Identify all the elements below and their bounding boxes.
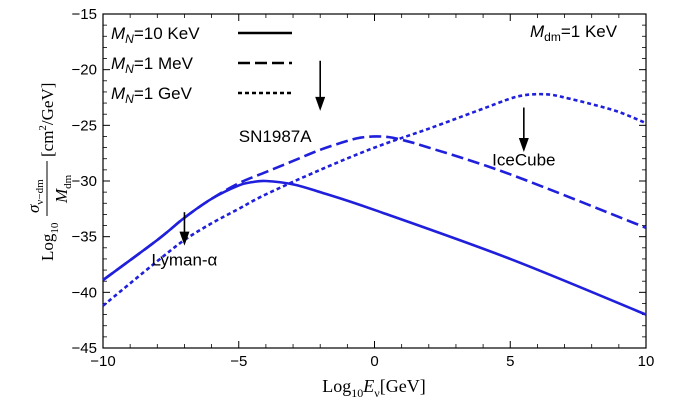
axis-ticks: −10 −5 0 5 10 −45 −40 −35 −30 −25 −20 −15 (72, 6, 655, 370)
annotation-label: SN1987A (239, 127, 312, 146)
x-axis-label: Log10Eν[GeV] (322, 376, 425, 400)
y-axis-label: Log10 σν−dm Mdm [cm2/GeV] (24, 83, 74, 261)
y-tick-label: −45 (72, 340, 97, 357)
svg-text:σν−dm: σν−dm (24, 179, 46, 213)
svg-text:[cm2/GeV]: [cm2/GeV] (37, 83, 57, 157)
series-line-dotted (102, 92, 647, 307)
corner-label: Mdm=1 KeV (530, 22, 618, 44)
x-tick-label: −5 (230, 353, 247, 370)
series-group (102, 92, 647, 316)
x-tick-label: −10 (90, 353, 115, 370)
legend: MN=10 KeV MN=1 MeV MN=1 GeV (111, 24, 292, 106)
legend-label: MN=10 KeV (111, 24, 200, 46)
y-tick-label: −40 (72, 284, 97, 301)
x-tick-label: 10 (638, 353, 655, 370)
y-tick-label: −35 (72, 229, 97, 246)
annotation-label: IceCube (492, 150, 555, 169)
y-tick-label: −25 (72, 117, 97, 134)
y-tick-label: −30 (72, 173, 97, 190)
annotation-arrow-head (179, 231, 190, 246)
annotation-arrow-head (315, 96, 326, 111)
annotation-arrow-head (518, 138, 529, 153)
y-tick-label: −20 (72, 62, 97, 79)
annotation-label: Lyman-α (152, 251, 218, 270)
annotations: Lyman-α SN1987A IceCube (152, 60, 555, 270)
svg-text:Log10: Log10 (38, 222, 61, 261)
x-tick-label: 5 (506, 353, 514, 370)
legend-label: MN=1 MeV (111, 54, 194, 76)
svg-text:Mdm: Mdm (52, 174, 74, 204)
series-line-dashed (102, 135, 647, 282)
y-tick-label: −15 (72, 6, 97, 23)
series-line-solid (102, 179, 647, 316)
legend-label: MN=1 GeV (111, 84, 193, 106)
x-tick-label: 0 (370, 353, 378, 370)
